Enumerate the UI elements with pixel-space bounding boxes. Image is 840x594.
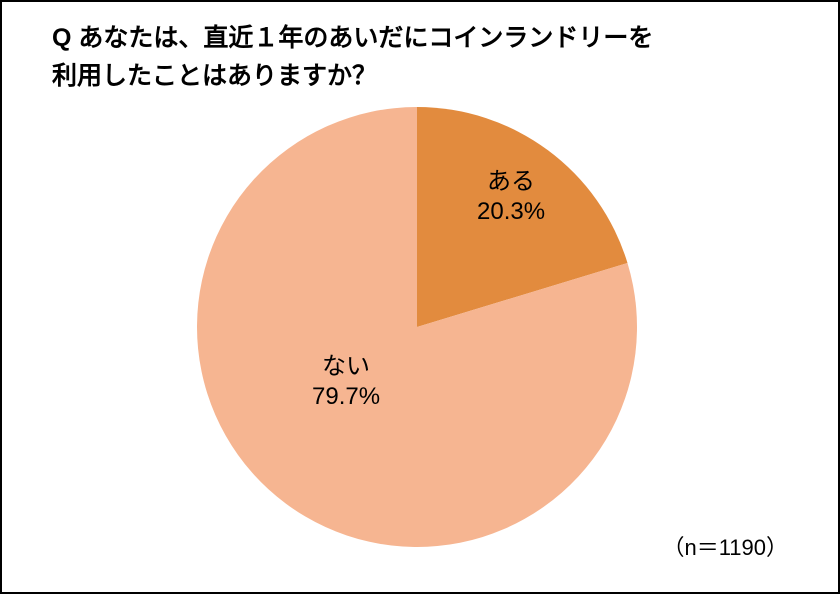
question-line-2: 利用したことはありますか？: [52, 58, 653, 96]
slice-1-name: ない: [312, 352, 380, 382]
question-text: Q あなたは、直近１年のあいだにコインランドリーを 利用したことはありますか？: [52, 20, 653, 95]
question-line-1: Q あなたは、直近１年のあいだにコインランドリーを: [52, 20, 653, 58]
slice-label-no: ない 79.7%: [312, 352, 380, 412]
pie-chart: ある 20.3% ない 79.7%: [197, 107, 637, 547]
sample-size-note: （n＝1190）: [662, 530, 788, 562]
slice-0-pct: 20.3%: [477, 197, 545, 227]
slice-label-yes: ある 20.3%: [477, 167, 545, 227]
slice-0-name: ある: [477, 167, 545, 197]
chart-frame: Q あなたは、直近１年のあいだにコインランドリーを 利用したことはありますか？ …: [0, 0, 840, 594]
slice-1-pct: 79.7%: [312, 382, 380, 412]
